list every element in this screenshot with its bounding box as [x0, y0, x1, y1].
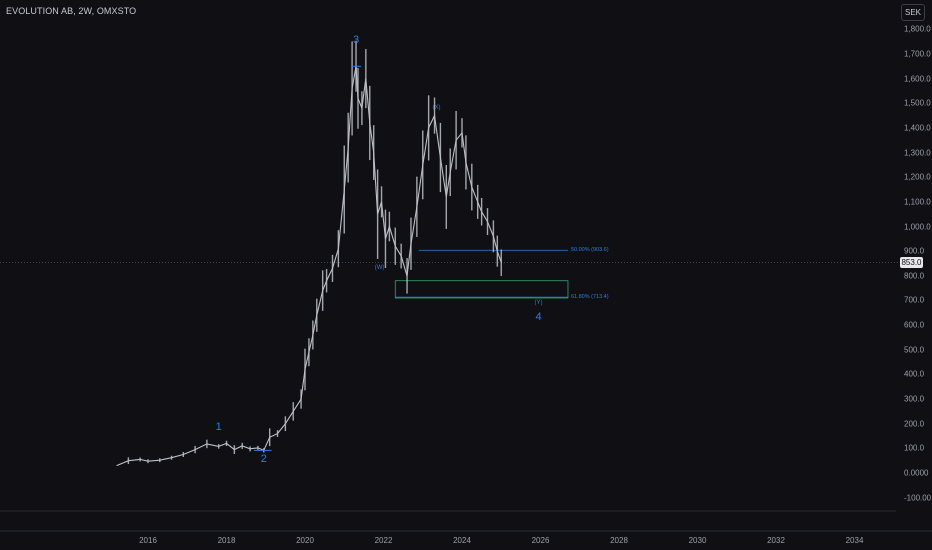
y-tick-label: 1,000.0 [904, 222, 931, 231]
y-tick-label: 100.0 [904, 443, 925, 453]
x-tick-label: 2022 [374, 536, 393, 545]
wave-label: (X) [432, 105, 441, 112]
x-tick-label: 2032 [767, 536, 785, 545]
wave-label: 4 [535, 311, 542, 324]
y-tick-label: 1,100.0 [904, 197, 931, 207]
y-tick-label: 1,800.0 [904, 24, 931, 34]
y-tick-label: 0.0000 [904, 468, 929, 478]
wave-label: 2 [260, 453, 267, 466]
y-tick-label: 300.0 [904, 394, 925, 404]
y-tick-label: 400.0 [904, 369, 925, 379]
last-price-badge: 853.0 [900, 257, 923, 268]
y-tick-label: 700.0 [904, 295, 925, 305]
fib-label: 50.00% (903.6) [570, 247, 609, 254]
y-tick-label: 600.0 [904, 320, 925, 330]
wave-label: 3 [352, 34, 360, 47]
wave-label: (W) [374, 264, 385, 271]
symbol-title: EVOLUTION AB, 2W, OMXSTO [6, 6, 137, 16]
x-tick-label: 2026 [531, 536, 550, 545]
x-tick-label: 2030 [688, 536, 707, 545]
x-tick-label: 2024 [453, 536, 471, 545]
y-tick-label: 1,400.0 [904, 123, 931, 133]
wave-label: (Y) [534, 299, 543, 306]
x-tick-label: 2020 [296, 536, 314, 545]
y-tick-label: 1,700.0 [904, 49, 931, 59]
x-tick-label: 2016 [139, 536, 157, 545]
y-tick-label: 1,200.0 [904, 172, 931, 182]
x-tick-label: 2034 [845, 536, 864, 545]
y-tick-label: 200.0 [904, 419, 925, 429]
y-tick-label: 500.0 [904, 345, 925, 355]
price-series-line [116, 66, 502, 467]
target-zone-box[interactable] [394, 280, 569, 299]
fib-label: 61.80% (713.4) [570, 294, 609, 301]
y-tick-label: -100.00 [904, 493, 932, 503]
wave-label: 1 [215, 421, 222, 434]
x-tick-label: 2028 [610, 536, 628, 545]
currency-button[interactable]: SEK [901, 4, 925, 21]
y-tick-label: 1,500.0 [904, 98, 931, 108]
y-tick-label: 1,300.0 [904, 148, 931, 158]
y-tick-label: 1,600.0 [904, 74, 931, 84]
x-tick-label: 2018 [217, 536, 236, 545]
y-tick-label: 800.0 [904, 271, 925, 281]
y-tick-label: 900.0 [904, 246, 925, 256]
